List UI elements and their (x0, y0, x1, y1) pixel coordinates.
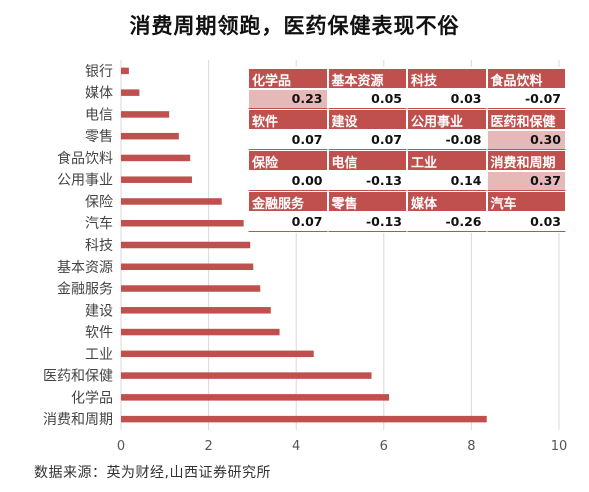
category-label: 公用事业 (57, 173, 113, 189)
category-label: 银行 (85, 64, 113, 80)
table-value-cell: 0.05 (327, 88, 407, 109)
table-header-cell: 零售 (327, 191, 407, 212)
category-label: 医药和保健 (43, 369, 113, 385)
table-value-cell: 0.30 (486, 129, 566, 150)
bar (121, 154, 191, 162)
bar (121, 176, 192, 183)
table-value-cell: -0.26 (407, 211, 487, 232)
table-value-cell: 0.03 (486, 211, 566, 232)
table-header-cell: 基本资源 (327, 68, 407, 89)
category-label: 汽车 (85, 215, 113, 232)
bar (121, 307, 271, 314)
category-label: 金融服务 (57, 282, 113, 298)
bar (121, 372, 372, 379)
table-header-cell: 软件 (248, 109, 328, 130)
bar (121, 111, 170, 118)
source-note: 数据来源：英为财经,山西证券研究所 (34, 465, 271, 481)
bar (121, 285, 261, 292)
x-tick-label: 4 (292, 439, 300, 454)
table-header-cell: 金融服务 (248, 191, 328, 212)
table-value-cell: -0.13 (327, 211, 407, 232)
table-value-cell: 0.37 (486, 170, 566, 191)
table-header-cell: 保险 (248, 150, 328, 171)
bar (121, 67, 129, 75)
table-header-cell: 建设 (327, 109, 407, 130)
bar (121, 132, 179, 140)
table-value-cell: 0.23 (248, 88, 328, 109)
category-label: 零售 (85, 129, 113, 145)
data-table: 化学品 0.23 基本资源 0.05 科技 0.03 食品饮料 -0.07 软件 0.07 建设 0.… (247, 67, 567, 233)
bar (121, 394, 390, 401)
table-header-cell: 汽车 (486, 191, 566, 212)
table-header-cell: 公用事业 (407, 109, 487, 130)
bar (121, 263, 254, 271)
category-label: 化学品 (71, 390, 113, 406)
x-tick-label: 8 (467, 439, 475, 454)
bar (121, 89, 140, 96)
category-label: 消费和周期 (43, 412, 113, 428)
category-label: 基本资源 (57, 259, 113, 276)
table-header-cell: 医药和保健 (486, 109, 566, 130)
x-tick-label: 10 (551, 439, 568, 454)
bar (121, 350, 314, 358)
category-label: 软件 (85, 325, 113, 341)
table-value-cell: 0.14 (407, 170, 487, 191)
table-header-cell: 消费和周期 (486, 150, 566, 171)
category-label: 建设 (85, 303, 113, 319)
table-value-cell: -0.13 (327, 170, 407, 191)
table-value-cell: 0.07 (327, 129, 407, 150)
table-header-cell: 科技 (407, 68, 487, 89)
bar (121, 219, 244, 227)
table-value-cell: -0.07 (486, 88, 566, 109)
table-value-cell: 0.07 (248, 129, 328, 150)
category-label: 科技 (85, 238, 113, 254)
x-tick-label: 6 (380, 439, 388, 454)
table-value-cell: 0.07 (248, 211, 328, 232)
table-value-cell: -0.08 (407, 129, 487, 150)
table-header-cell: 工业 (407, 150, 487, 171)
table-header-cell: 电信 (327, 150, 407, 171)
bar (121, 198, 222, 205)
bar (121, 328, 280, 336)
table-value-cell: 0.03 (407, 88, 487, 109)
chart-title: 消费周期领跑，医药保健表现不俗 (129, 14, 460, 38)
category-label: 电信 (85, 107, 113, 123)
x-tick-label: 2 (204, 439, 212, 454)
category-label: 媒体 (85, 86, 113, 102)
category-label: 工业 (85, 347, 113, 363)
x-tick-label: 0 (117, 439, 125, 454)
category-label: 保险 (85, 194, 113, 210)
table-header-cell: 化学品 (248, 68, 328, 89)
table-value-cell: 0.00 (248, 170, 328, 191)
bar (121, 415, 487, 423)
bar (121, 241, 251, 249)
table-header-cell: 媒体 (407, 191, 487, 212)
category-label: 食品饮料 (57, 150, 113, 167)
table-header-cell: 食品饮料 (486, 68, 566, 89)
